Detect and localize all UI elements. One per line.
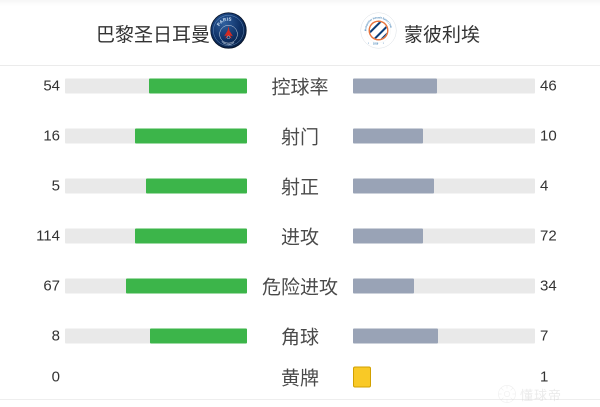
- svg-text:1919: 1919: [373, 43, 379, 46]
